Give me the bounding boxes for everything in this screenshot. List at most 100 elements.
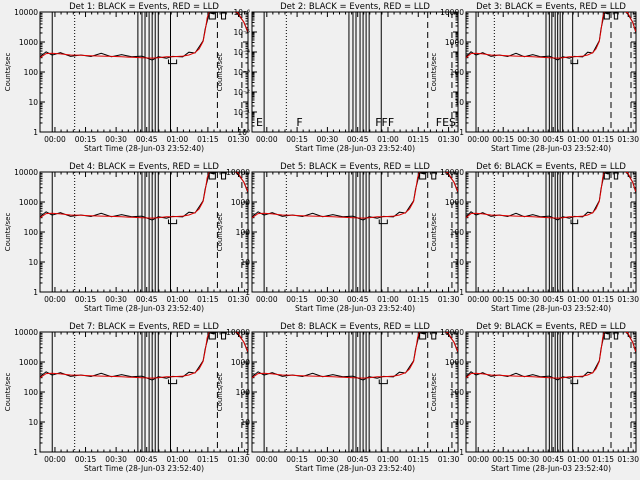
x-tick-label: 01:30 (438, 455, 460, 464)
y-tick-label: 1000 (19, 358, 38, 367)
x-axis-label: Start Time (28-Jun-03 23:52:40) (84, 304, 204, 313)
y-tick-label: 1000 (445, 198, 464, 207)
x-axis-label: Start Time (28-Jun-03 23:52:40) (491, 464, 611, 473)
x-axis-label: Start Time (28-Jun-03 23:52:40) (295, 464, 415, 473)
panel-title: Det 6: BLACK = Events, RED = LLD (476, 162, 626, 172)
flag-label: F (296, 116, 302, 129)
x-tick-label: 00:45 (136, 135, 158, 144)
x-tick-label: 01:15 (407, 455, 429, 464)
y-tick-label: 1000 (231, 358, 250, 367)
saa-notch (167, 219, 178, 225)
y-axis-label: Counts/sec (4, 373, 12, 412)
y-tick-label: 100 (236, 228, 251, 237)
x-tick-label: 01:00 (567, 455, 589, 464)
series-lld (40, 332, 248, 379)
saa-notch (378, 379, 388, 385)
x-tick-label: 00:15 (492, 295, 514, 304)
x-axis-label: Start Time (28-Jun-03 23:52:40) (295, 304, 415, 313)
y-tick-label: 1000 (231, 198, 250, 207)
y-axis-label: Counts/sec (4, 213, 12, 252)
y-axis-label: Counts/sec (216, 373, 224, 412)
flag-label: E (256, 116, 263, 129)
x-tick-label: 00:15 (75, 295, 97, 304)
x-tick-label: 01:30 (617, 455, 639, 464)
panel-title: Det 2: BLACK = Events, RED = LLD (280, 2, 430, 12)
x-tick-label: 00:30 (317, 295, 339, 304)
flag-box (603, 332, 610, 340)
x-tick-label: 00:45 (136, 295, 158, 304)
x-tick-label: 00:45 (347, 135, 369, 144)
x-tick-label: 01:00 (377, 455, 399, 464)
y-tick-label: 10 (28, 98, 38, 107)
flag-box (208, 332, 216, 340)
panel-det-9: Det 9: BLACK = Events, RED = LLD 1 10 100 10… (430, 322, 639, 473)
y-tick-label: 10⁻⁶ (233, 8, 250, 17)
panel-det-1: Det 1: BLACK = Events, RED = LLD 1 10 100 10… (4, 2, 250, 153)
y-tick-label: 100 (24, 68, 39, 77)
x-tick-label: 01:00 (567, 135, 589, 144)
y-tick-label: 10 (240, 258, 250, 267)
flag-box (431, 172, 437, 180)
y-tick-label: 10000 (440, 8, 464, 17)
x-axis-label: Start Time (28-Jun-03 23:52:40) (295, 144, 415, 153)
y-tick-label: 10000 (14, 168, 38, 177)
saa-notch (167, 379, 178, 385)
x-tick-label: 01:00 (166, 295, 188, 304)
saa-notch (378, 219, 388, 225)
y-tick-label: 10 (28, 258, 38, 267)
y-axis-label: Counts/sec (4, 53, 12, 92)
x-tick-label: 00:15 (492, 135, 514, 144)
panel-det-8: Det 8: BLACK = Events, RED = LLD 1 10 100 10… (216, 322, 460, 473)
x-tick-label: 00:30 (105, 135, 127, 144)
flag-box (431, 332, 437, 340)
y-tick-label: 1000 (19, 38, 38, 47)
x-axis-label: Start Time (28-Jun-03 23:52:40) (491, 144, 611, 153)
x-tick-label: 01:30 (617, 135, 639, 144)
x-tick-label: 01:15 (197, 135, 219, 144)
y-tick-label: 10000 (14, 8, 38, 17)
x-tick-label: 00:30 (517, 455, 539, 464)
y-tick-label: 10⁻⁵ (233, 28, 250, 37)
x-tick-label: 00:00 (467, 135, 489, 144)
saa-notch (570, 59, 579, 65)
panel-det-5: Det 5: BLACK = Events, RED = LLD 1 10 100 10… (216, 162, 460, 313)
x-tick-label: 00:00 (44, 135, 66, 144)
y-tick-label: 10000 (14, 328, 38, 337)
x-tick-label: 00:00 (467, 455, 489, 464)
flag-box (603, 172, 610, 180)
y-tick-label: 10000 (226, 168, 250, 177)
panel-title: Det 3: BLACK = Events, RED = LLD (476, 2, 626, 12)
y-tick-label: 10⁻³ (233, 68, 250, 77)
x-tick-label: 00:30 (317, 455, 339, 464)
y-tick-label: 10000 (440, 168, 464, 177)
x-tick-label: 01:15 (197, 295, 219, 304)
series-events (40, 332, 248, 381)
y-tick-label: 10 (28, 418, 38, 427)
panel-title: Det 9: BLACK = Events, RED = LLD (476, 322, 626, 332)
x-tick-label: 00:30 (105, 455, 127, 464)
x-axis-label: Start Time (28-Jun-03 23:52:40) (491, 304, 611, 313)
y-tick-label: 1 (245, 288, 250, 297)
x-tick-label: 01:00 (567, 295, 589, 304)
x-axis-label: Start Time (28-Jun-03 23:52:40) (84, 144, 204, 153)
panel-title: Det 7: BLACK = Events, RED = LLD (69, 322, 219, 332)
y-tick-label: 10 (454, 418, 464, 427)
x-tick-label: 00:15 (286, 455, 308, 464)
panel-title: Det 4: BLACK = Events, RED = LLD (69, 162, 219, 172)
y-tick-label: 100 (450, 228, 465, 237)
x-tick-label: 01:15 (197, 455, 219, 464)
y-tick-label: 1000 (19, 198, 38, 207)
flag-box (603, 12, 610, 20)
panel-det-3: Det 3: BLACK = Events, RED = LLD 1 10 100 10… (430, 2, 639, 153)
flag-box (208, 12, 216, 20)
x-tick-label: 01:15 (407, 295, 429, 304)
y-tick-label: 10⁻⁴ (233, 48, 250, 57)
saa-notch (167, 59, 178, 65)
x-tick-label: 00:30 (517, 135, 539, 144)
x-tick-label: 01:15 (407, 135, 429, 144)
y-tick-label: 10 (454, 98, 464, 107)
y-tick-label: 100 (236, 388, 251, 397)
series-lld (40, 172, 248, 219)
x-tick-label: 01:00 (166, 455, 188, 464)
x-tick-label: 00:00 (256, 135, 278, 144)
